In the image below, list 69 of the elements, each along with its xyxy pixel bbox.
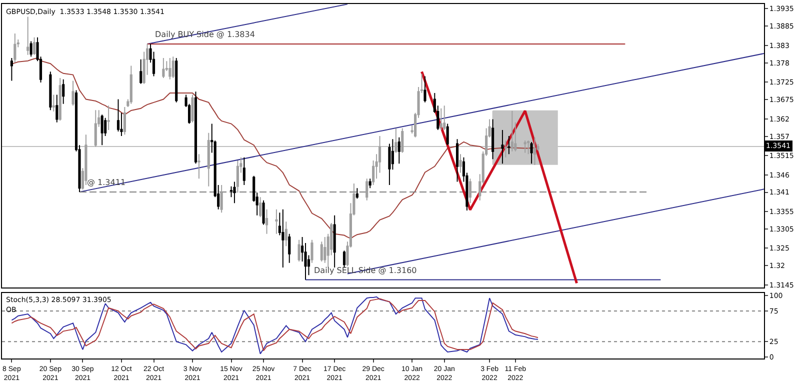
candlestick	[320, 241, 323, 262]
candlestick	[310, 239, 314, 264]
candlestick	[175, 58, 178, 103]
candlestick	[52, 94, 55, 112]
candlestick	[30, 40, 32, 58]
candlestick	[62, 78, 65, 104]
candlestick	[172, 56, 174, 78]
candlestick	[508, 135, 510, 155]
candlestick	[443, 105, 446, 131]
candlestick	[333, 214, 336, 268]
candlestick	[342, 250, 346, 268]
candlestick	[123, 106, 126, 136]
candlestick	[510, 110, 514, 152]
candlestick	[233, 181, 236, 204]
candlestick	[524, 140, 526, 154]
candlestick	[168, 58, 172, 80]
candlestick	[366, 178, 368, 201]
candlestick	[504, 140, 507, 158]
candlestick	[130, 65, 132, 104]
candlestick	[107, 105, 110, 131]
candlestick	[298, 239, 300, 262]
candlestick	[530, 141, 533, 164]
candlestick	[72, 80, 74, 106]
candlestick	[242, 156, 246, 186]
candlestick	[198, 154, 200, 180]
candlestick	[398, 136, 400, 164]
candlestick	[501, 130, 504, 164]
candlestick	[401, 128, 404, 154]
candlestick	[100, 114, 104, 146]
candlestick	[116, 98, 120, 132]
candlestick	[33, 36, 36, 56]
candlestick	[140, 58, 142, 84]
candlestick	[368, 178, 372, 189]
candlestick	[356, 188, 358, 200]
candlestick	[194, 91, 198, 164]
annotation: @ 1.3411	[87, 178, 126, 187]
candlestick	[288, 233, 291, 264]
candlestick	[236, 160, 239, 194]
candlestick	[14, 33, 16, 64]
candlestick	[459, 154, 462, 174]
candlestick	[394, 128, 398, 154]
candlestick	[424, 76, 426, 103]
candlestick	[284, 221, 288, 247]
candlestick	[468, 178, 472, 204]
candlestick	[162, 58, 165, 78]
candlestick	[49, 71, 52, 111]
candlestick	[446, 123, 449, 146]
candlestick	[324, 236, 326, 264]
candlestick	[94, 110, 97, 148]
candlestick	[58, 77, 62, 122]
candlestick	[10, 58, 13, 82]
line-series	[420, 70, 578, 284]
candlestick	[275, 208, 278, 234]
candlestick	[262, 200, 265, 226]
candlestick	[84, 134, 88, 186]
candlestick	[220, 184, 223, 214]
candlestick	[440, 108, 442, 131]
candlestick	[533, 136, 536, 166]
candlestick	[527, 140, 530, 155]
candlestick	[491, 118, 494, 160]
candlestick	[207, 132, 210, 187]
candlestick	[282, 208, 284, 268]
candlestick	[265, 208, 268, 234]
candlestick	[26, 16, 30, 56]
candlestick	[56, 94, 58, 123]
candlestick	[388, 143, 391, 186]
candlestick	[456, 138, 459, 182]
candlestick	[191, 94, 194, 123]
candlestick	[259, 196, 262, 218]
